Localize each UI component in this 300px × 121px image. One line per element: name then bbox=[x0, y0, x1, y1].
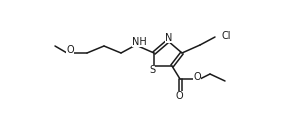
Text: N: N bbox=[165, 33, 173, 43]
Text: O: O bbox=[175, 91, 183, 101]
Text: O: O bbox=[193, 72, 201, 82]
Text: O: O bbox=[66, 45, 74, 55]
Text: Cl: Cl bbox=[221, 31, 230, 41]
Text: S: S bbox=[149, 65, 155, 75]
Text: NH: NH bbox=[132, 37, 146, 47]
